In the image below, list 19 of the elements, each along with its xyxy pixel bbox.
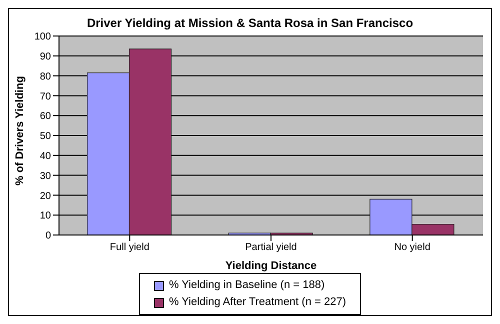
y-tick-label: 90 <box>40 51 52 62</box>
legend-label: % Yielding in Baseline (n = 188) <box>168 278 325 293</box>
y-tick-label: 80 <box>40 71 52 82</box>
y-tick-label: 10 <box>40 210 52 222</box>
x-tick-label: Full yield <box>110 242 150 254</box>
y-axis-title: % of Drivers Yielding <box>14 76 26 186</box>
x-axis-title: Yielding Distance <box>225 260 317 272</box>
y-tick-label: 30 <box>40 170 52 182</box>
y-tick-label: 60 <box>40 111 52 122</box>
y-tick-label: 0 <box>45 230 52 242</box>
y-tick-label: 70 <box>40 91 52 102</box>
x-tick-label: Partial yield <box>245 242 297 254</box>
legend-label: % Yielding After Treatment (n = 227) <box>168 295 346 310</box>
x-tick-label: No yield <box>394 242 430 254</box>
y-tick-label: 20 <box>40 190 52 202</box>
y-tick-label: 40 <box>40 150 52 162</box>
y-tick-label: 50 <box>40 131 52 142</box>
y-tick-label: 100 <box>34 32 52 43</box>
chart-title: Driver Yielding at Mission & Santa Rosa in San Francisco <box>86 16 414 32</box>
